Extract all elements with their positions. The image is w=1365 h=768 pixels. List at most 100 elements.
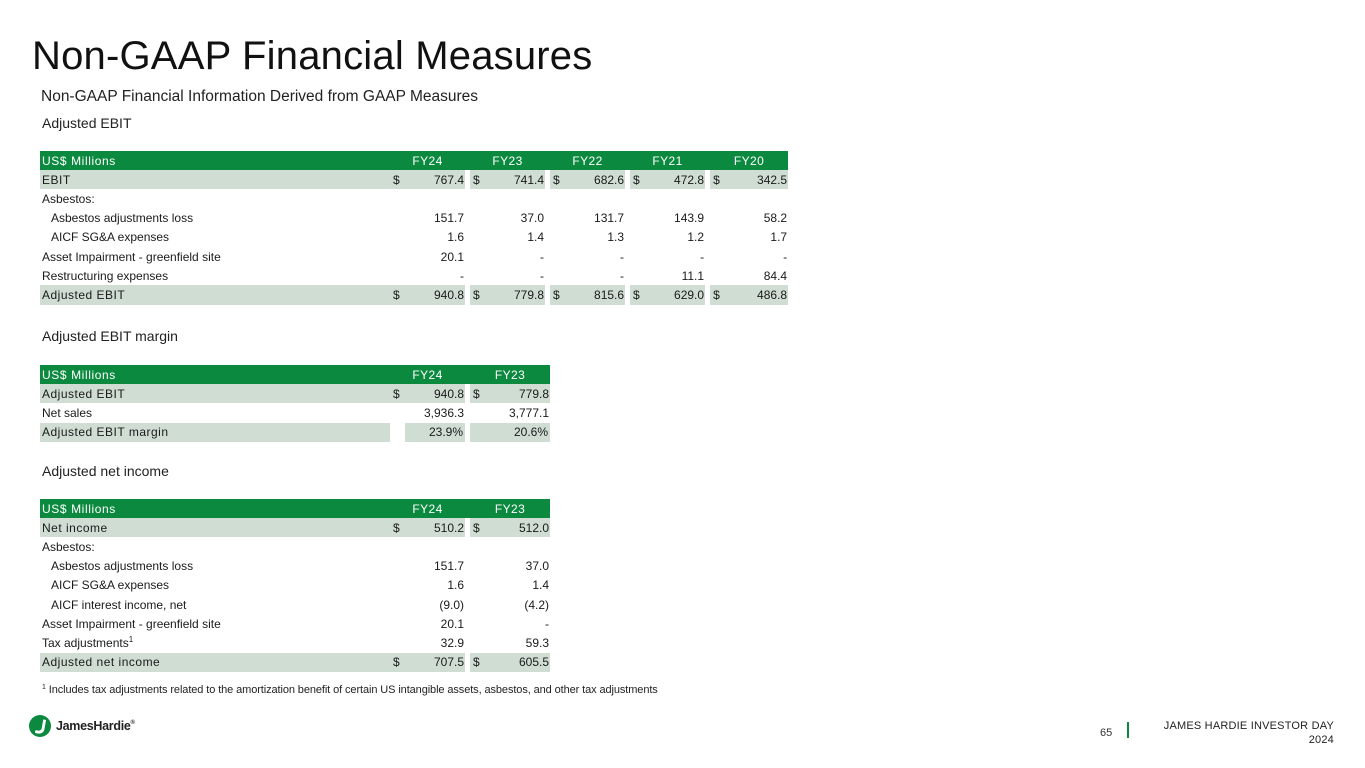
- row-label: AICF interest income, net: [51, 597, 187, 612]
- row-label: Adjusted EBIT: [40, 384, 390, 404]
- cell-value: 23.9%: [405, 422, 466, 442]
- cell-value: 815.6: [565, 285, 626, 305]
- row-label: Asset Impairment - greenfield site: [42, 249, 221, 264]
- cell-value: 3,777.1: [508, 405, 550, 420]
- table-header-row: US$ Millions FY24 FY23 FY22 FY21 FY20: [40, 151, 789, 171]
- row-label: Asbestos:: [42, 539, 95, 554]
- table-row: Adjusted EBIT margin 23.9% 20.6%: [40, 422, 551, 442]
- cell-value: 1.7: [770, 230, 788, 245]
- footnote: 1 Includes tax adjustments related to th…: [42, 684, 658, 696]
- header-label: US$ Millions: [40, 365, 390, 385]
- table-header-row: US$ Millions FY24 FY23: [40, 499, 551, 519]
- row-label: Asbestos adjustments loss: [51, 559, 194, 574]
- header-fy23: FY23: [470, 365, 551, 385]
- row-label: Net sales: [42, 405, 93, 420]
- cell-value: 1.6: [447, 230, 465, 245]
- cell-value: 32.9: [440, 635, 465, 650]
- event-line-2: 2024: [1308, 734, 1334, 746]
- section-title-adjusted-ebit: Adjusted EBIT: [42, 115, 132, 131]
- cell-value: 84.4: [763, 268, 788, 283]
- cell-value: 940.8: [405, 384, 466, 404]
- adjusted-ebit-margin-table: US$ Millions FY24 FY23 Adjusted EBIT $94…: [40, 365, 551, 442]
- cell-value: -: [545, 616, 550, 631]
- row-label: Adjusted EBIT: [40, 285, 390, 305]
- header-fy23: FY23: [470, 151, 546, 171]
- cell-value: 20.6%: [485, 422, 551, 442]
- row-label: Restructuring expenses: [42, 268, 169, 283]
- cell-value: 767.4: [405, 170, 466, 190]
- cell-value: 37.0: [520, 211, 545, 226]
- event-line-1: JAMES HARDIE INVESTOR DAY: [1163, 720, 1334, 732]
- event-label: JAMES HARDIE INVESTOR DAY 2024: [1164, 719, 1334, 747]
- table-row: Asset Impairment - greenfield site 20.1 …: [40, 247, 788, 266]
- cell-value: 512.0: [485, 518, 551, 538]
- cell-value: 779.8: [485, 285, 546, 305]
- footnote-text: Includes tax adjustments related to the …: [45, 684, 658, 696]
- currency-symbol: $: [470, 170, 486, 190]
- currency-symbol: $: [390, 170, 405, 190]
- table-row: Asbestos:: [40, 537, 550, 556]
- header-label: US$ Millions: [40, 499, 390, 519]
- table-row: AICF interest income, net (9.0) (4.2): [40, 595, 550, 614]
- header-fy23: FY23: [470, 499, 551, 519]
- cell-value: 1.4: [527, 230, 545, 245]
- currency-symbol: $: [390, 285, 405, 305]
- currency-symbol: $: [710, 170, 726, 190]
- company-logo: JamesHardie®: [29, 715, 135, 737]
- currency-symbol: $: [390, 652, 405, 672]
- cell-value: 11.1: [681, 268, 705, 283]
- row-label: AICF SG&A expenses: [51, 230, 170, 245]
- cell-value: 510.2: [405, 518, 466, 538]
- table-row: Asbestos adjustments loss 151.7 37.0 131…: [40, 209, 788, 228]
- logo-text: JamesHardie®: [56, 719, 135, 733]
- currency-symbol: $: [550, 170, 566, 190]
- currency-symbol: $: [390, 384, 405, 404]
- cell-value: 741.4: [485, 170, 546, 190]
- cell-value: 486.8: [725, 285, 789, 305]
- table-row: AICF SG&A expenses 1.6 1.4: [40, 576, 550, 595]
- cell-value: 151.7: [433, 211, 465, 226]
- cell-value: 20.1: [440, 616, 465, 631]
- table-row: Restructuring expenses - - - 11.1 84.4: [40, 266, 788, 285]
- row-label: Net income: [40, 518, 390, 538]
- cell-value: 59.3: [525, 635, 550, 650]
- cell-value: 143.9: [674, 211, 705, 226]
- cell-value: (4.2): [524, 597, 550, 612]
- cell-value: -: [620, 249, 625, 264]
- currency-symbol: $: [470, 652, 486, 672]
- cell-value: 131.7: [594, 211, 625, 226]
- adjusted-net-income-table: US$ Millions FY24 FY23 Net income $510.2…: [40, 499, 551, 672]
- table-header-row: US$ Millions FY24 FY23: [40, 365, 551, 385]
- row-label: Asset Impairment - greenfield site: [42, 616, 221, 631]
- page-number: 65: [1100, 727, 1113, 739]
- cell-value: 605.5: [485, 652, 551, 672]
- row-label: AICF SG&A expenses: [51, 578, 170, 593]
- row-label: Adjusted net income: [40, 652, 390, 672]
- currency-symbol: $: [710, 285, 726, 305]
- cell-value: 472.8: [645, 170, 706, 190]
- cell-value: 940.8: [405, 285, 466, 305]
- footer-divider: [1127, 722, 1129, 738]
- table-row: Asbestos adjustments loss 151.7 37.0: [40, 557, 550, 576]
- cell-value: -: [783, 249, 788, 264]
- cell-value: -: [540, 268, 545, 283]
- adjusted-ebit-table: US$ Millions FY24 FY23 FY22 FY21 FY20 EB…: [40, 151, 789, 305]
- currency-symbol: $: [390, 518, 405, 538]
- currency-symbol: $: [550, 285, 566, 305]
- header-fy21: FY21: [630, 151, 706, 171]
- cell-value: 682.6: [565, 170, 626, 190]
- table-row: AICF SG&A expenses 1.6 1.4 1.3 1.2 1.7: [40, 228, 788, 247]
- cell-value: -: [700, 249, 705, 264]
- cell-value: -: [620, 268, 625, 283]
- row-label: Tax adjustments: [42, 636, 129, 651]
- table-row: Adjusted EBIT $940.8 $779.8: [40, 384, 551, 404]
- cell-value: 37.0: [525, 559, 550, 574]
- header-fy20: FY20: [710, 151, 789, 171]
- page-subtitle: Non-GAAP Financial Information Derived f…: [41, 88, 479, 105]
- table-row: Asbestos:: [40, 189, 788, 208]
- cell-value: -: [460, 268, 465, 283]
- table-row: Adjusted EBIT $940.8 $779.8 $815.6 $629.…: [40, 285, 789, 305]
- table-row: Net income $510.2 $512.0: [40, 518, 551, 538]
- footnote-marker: 1: [42, 684, 46, 691]
- currency-symbol: $: [470, 285, 486, 305]
